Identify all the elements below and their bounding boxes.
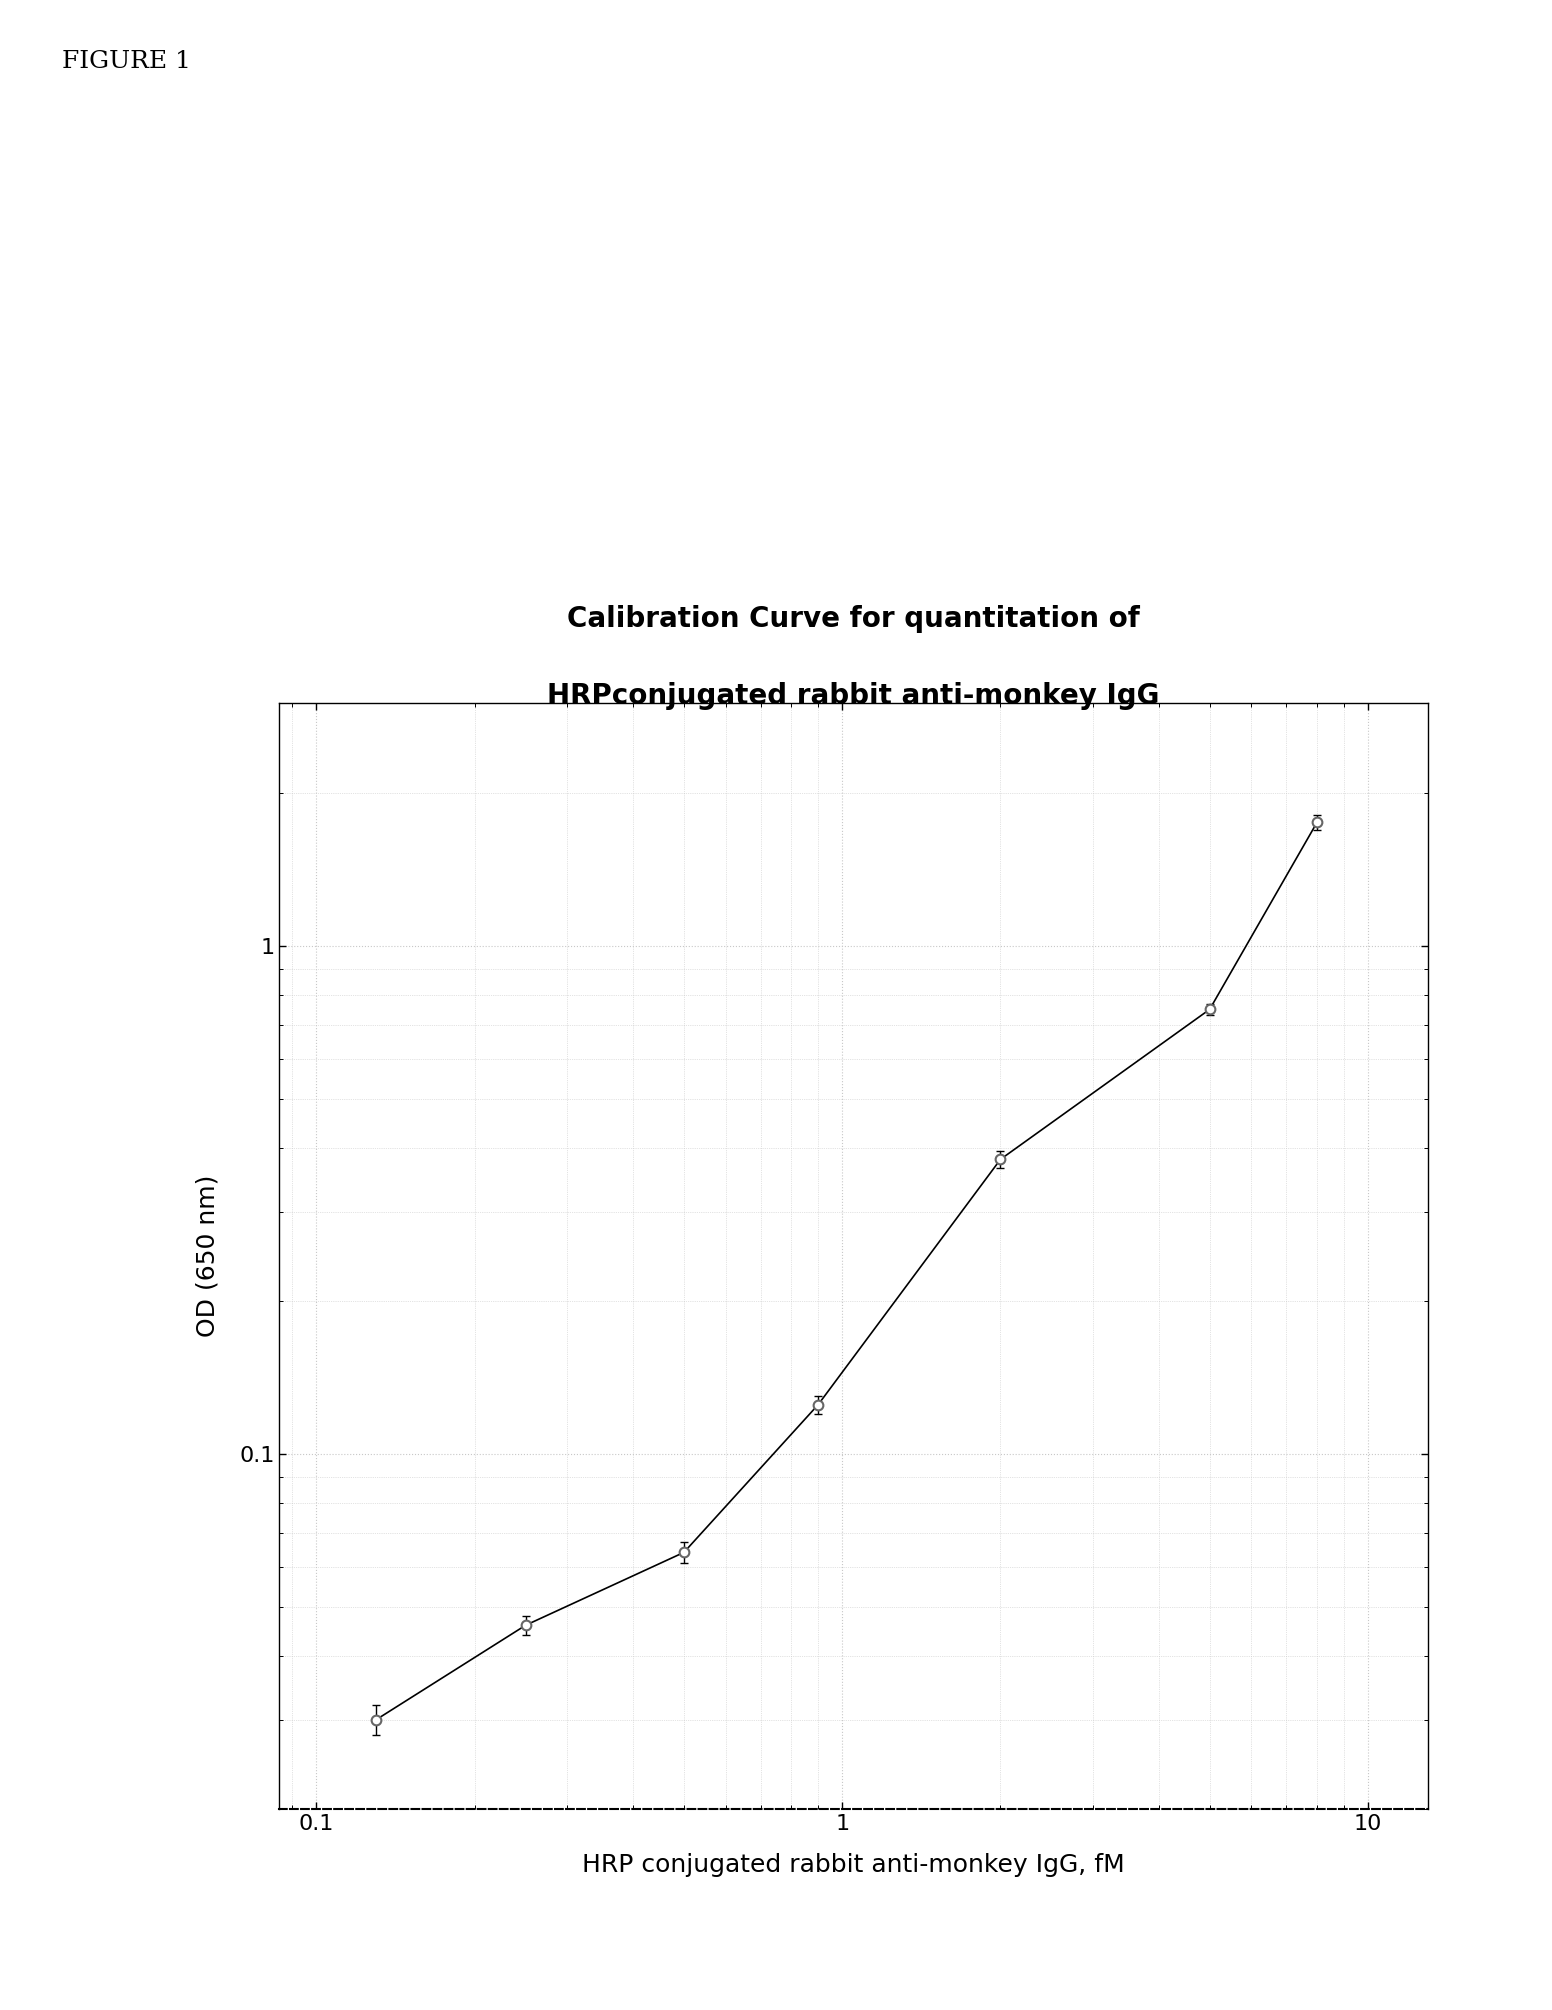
- Text: HRPconjugated rabbit anti-monkey IgG: HRPconjugated rabbit anti-monkey IgG: [548, 681, 1159, 710]
- Text: FIGURE 1: FIGURE 1: [62, 50, 191, 72]
- Y-axis label: OD (650 nm): OD (650 nm): [196, 1176, 220, 1337]
- Text: Calibration Curve for quantitation of: Calibration Curve for quantitation of: [566, 605, 1141, 633]
- X-axis label: HRP conjugated rabbit anti-monkey IgG, fM: HRP conjugated rabbit anti-monkey IgG, f…: [582, 1853, 1125, 1877]
